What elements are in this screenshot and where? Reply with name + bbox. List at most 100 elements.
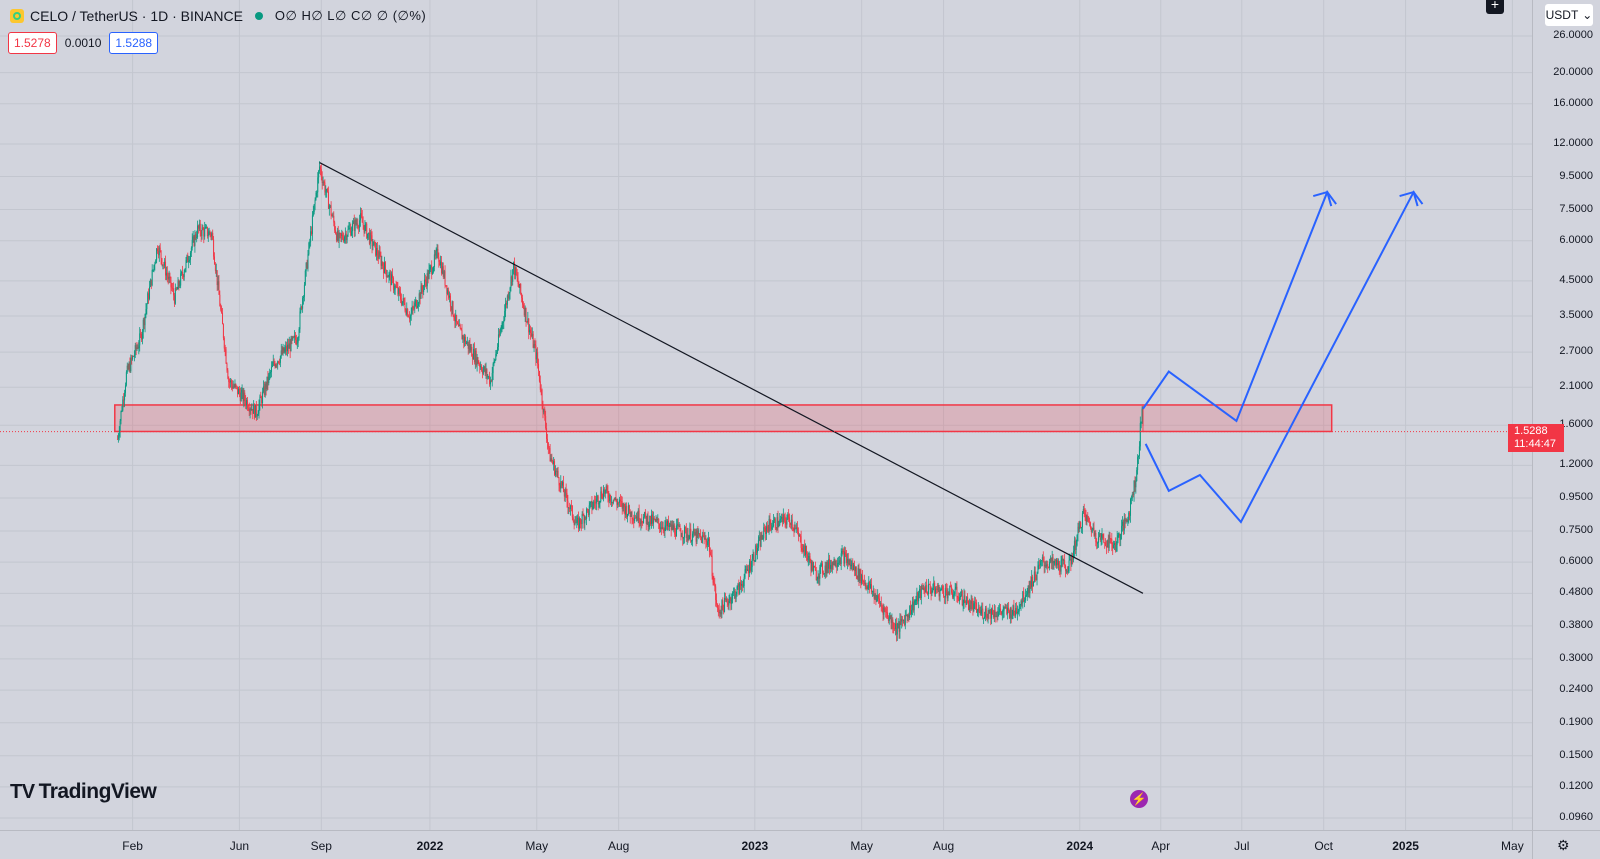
candle-body <box>762 538 764 540</box>
candle-body <box>1010 608 1012 619</box>
candle-body <box>962 603 964 606</box>
symbol-title[interactable]: CELO / TetherUS · 1D · BINANCE <box>30 8 243 24</box>
candle-body <box>764 527 766 529</box>
candle-body <box>603 489 605 499</box>
plus-icon[interactable]: + <box>1486 0 1504 14</box>
candle-body <box>418 293 420 304</box>
candle-body <box>262 386 264 392</box>
candle-body <box>889 615 891 618</box>
candle-body <box>890 615 892 623</box>
candle-body <box>223 337 225 349</box>
price-tick: 1.6000 <box>1559 418 1593 431</box>
candle-body <box>187 255 189 263</box>
candle-body <box>219 294 221 307</box>
candle-body <box>632 519 634 520</box>
candle-body <box>295 335 297 340</box>
candle-body <box>278 362 280 364</box>
candle-body <box>379 251 381 256</box>
candle-body <box>745 568 747 570</box>
candle-body <box>970 601 972 610</box>
lightning-icon[interactable]: ⚡ <box>1130 790 1148 808</box>
candle-body <box>503 320 505 323</box>
candle-body <box>1085 514 1087 523</box>
candle-body <box>986 615 988 619</box>
sell-price-button[interactable]: 1.5278 <box>8 32 57 54</box>
candle-body <box>930 589 932 594</box>
candle-body <box>164 261 166 266</box>
candle-body <box>146 304 148 310</box>
candle-body <box>674 525 676 535</box>
candle-body <box>406 308 408 315</box>
candle-body <box>548 447 550 449</box>
candle-body <box>838 560 840 563</box>
candle-body <box>640 520 642 524</box>
candle-body <box>213 239 215 257</box>
candle-body <box>1032 581 1034 587</box>
candle-body <box>984 616 986 618</box>
chart-area[interactable]: CELO / TetherUS · 1D · BINANCE O∅ H∅ L∅ … <box>0 0 1532 830</box>
price-chart[interactable] <box>0 0 1532 830</box>
candle-body <box>1054 559 1056 562</box>
candle-body <box>448 290 450 298</box>
candle-body <box>447 290 449 294</box>
candle-body <box>731 599 733 604</box>
candle-body <box>1100 537 1102 541</box>
candle-body <box>267 376 269 383</box>
tradingview-logo[interactable]: TV TradingView <box>10 780 157 804</box>
candle-body <box>367 233 369 238</box>
candle-body <box>454 319 456 322</box>
candle-body <box>483 366 485 370</box>
candle-body <box>957 596 959 599</box>
candle-body <box>422 289 424 292</box>
candle-body <box>328 205 330 209</box>
buy-price-button[interactable]: 1.5288 <box>109 32 159 54</box>
candle-body <box>1070 558 1072 565</box>
candle-body <box>353 220 355 231</box>
candle-body <box>327 191 329 209</box>
candle-body <box>194 234 196 246</box>
candle-body <box>540 389 542 391</box>
candle-body <box>1089 522 1091 528</box>
candle-body <box>200 232 202 236</box>
candle-body <box>444 271 446 286</box>
candle-body <box>563 492 565 497</box>
candle-body <box>358 226 360 228</box>
candle-body <box>671 524 673 530</box>
candle-body <box>382 261 384 267</box>
candle-body <box>971 601 973 604</box>
candle-body <box>823 573 825 574</box>
candle-body <box>886 612 888 618</box>
price-axis[interactable]: USDT ⌄ 26.0000 20.0000 16.0000 12.0000 9.500… <box>1532 0 1600 830</box>
price-tick: 6.0000 <box>1559 233 1593 246</box>
currency-selector[interactable]: USDT ⌄ <box>1545 4 1593 26</box>
candle-body <box>1067 571 1069 573</box>
candle-body <box>798 535 800 537</box>
gear-icon[interactable]: ⚙ <box>1557 837 1570 853</box>
candle-body <box>695 532 697 542</box>
candle-body <box>772 526 774 528</box>
time-axis[interactable]: Feb Jun Sep 2022 May Aug 2023 May Aug 2024 Apr Jul O… <box>0 830 1532 859</box>
candle-body <box>1113 544 1115 549</box>
candle-body <box>650 515 652 524</box>
candle-body <box>318 170 320 178</box>
candle-body <box>904 616 906 626</box>
candle-body <box>263 386 265 395</box>
candle-body <box>425 281 427 287</box>
candle-body <box>1000 611 1002 615</box>
candle-body <box>627 505 629 514</box>
candle-body <box>1011 614 1013 619</box>
candle-body <box>782 514 784 523</box>
candle-body <box>333 215 335 223</box>
time-tick: 2024 <box>1066 839 1094 853</box>
candle-body <box>117 436 119 440</box>
candle-body <box>935 588 937 590</box>
candle-body <box>275 364 277 367</box>
candle-body <box>1084 512 1086 515</box>
candle-body <box>251 409 253 411</box>
candle-body <box>1040 560 1042 566</box>
candle-body <box>481 366 483 371</box>
candle-body <box>438 257 440 262</box>
candle-body <box>408 316 410 318</box>
candle-body <box>467 341 469 349</box>
candle-body <box>565 489 567 493</box>
